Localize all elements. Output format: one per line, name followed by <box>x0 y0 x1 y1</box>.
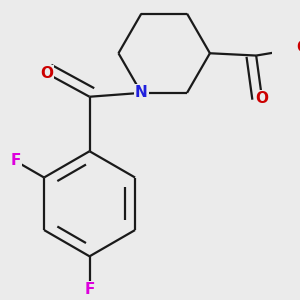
Text: O: O <box>40 66 53 81</box>
Text: F: F <box>84 282 95 297</box>
Text: F: F <box>10 154 21 169</box>
Text: O: O <box>256 91 268 106</box>
Text: O: O <box>296 40 300 55</box>
Text: N: N <box>135 85 148 100</box>
